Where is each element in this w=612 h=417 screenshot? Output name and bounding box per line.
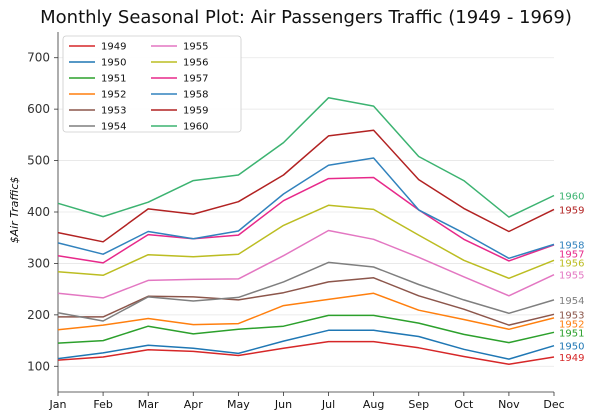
- end-label-1950: 1950: [559, 342, 584, 353]
- y-tick-label: 500: [27, 154, 50, 168]
- x-tick-label: Dec: [543, 398, 564, 411]
- legend-label-1958: 1958: [183, 90, 208, 101]
- x-tick-label: Nov: [498, 398, 520, 411]
- x-ticks: Jan Feb Mar Apr May Jun Jul Aug Sep Oct Nov Dec: [49, 392, 565, 411]
- series-line-1952: [57, 292, 555, 331]
- legend-label-1952: 1952: [101, 90, 126, 101]
- legend-frame: [62, 35, 242, 133]
- series-line-1953: [58, 277, 555, 326]
- series-line-1954: [57, 261, 555, 322]
- y-tick-label: 400: [27, 205, 50, 219]
- end-label-1955: 1955: [559, 271, 584, 282]
- end-label-1959: 1959: [559, 205, 584, 216]
- x-tick-label: Jan: [49, 398, 67, 411]
- y-tick-label: 600: [27, 102, 50, 116]
- end-label-1960: 1960: [559, 192, 584, 203]
- series-line-1959: [57, 129, 555, 243]
- legend-label-1957: 1957: [183, 74, 208, 85]
- end-label-1956: 1956: [559, 258, 584, 269]
- legend-label-1959: 1959: [183, 106, 208, 117]
- legend: 1949 1950 1951 1952 1953 1954 1955 1956 1957 1958…: [62, 35, 242, 133]
- legend-label-1956: 1956: [183, 58, 208, 69]
- y-tick-label: 100: [27, 359, 50, 373]
- legend-label-1953: 1953: [101, 106, 126, 117]
- series-line-1951: [57, 314, 555, 344]
- chart-title: Monthly Seasonal Plot: Air Passengers Tr…: [40, 7, 572, 28]
- end-label-1953: 1953: [559, 310, 584, 321]
- y-tick-label: 700: [27, 51, 50, 65]
- legend-label-1954: 1954: [101, 122, 126, 133]
- end-label-1949: 1949: [559, 353, 584, 364]
- x-tick-label: Oct: [454, 398, 474, 411]
- x-tick-label: Apr: [184, 398, 204, 411]
- y-ticks: 100 200 300 400 500 600 700: [27, 51, 58, 373]
- x-tick-label: Mar: [138, 398, 159, 411]
- end-label-1952: 1952: [559, 319, 584, 330]
- legend-label-1951: 1951: [101, 74, 126, 85]
- y-axis-label: $Air Traffic$: [8, 177, 21, 244]
- x-tick-label: May: [227, 398, 250, 411]
- series-line-1950: [57, 329, 555, 360]
- y-tick-label: 200: [27, 308, 50, 322]
- series-line-1958: [57, 157, 555, 260]
- legend-label-1949: 1949: [101, 42, 126, 53]
- x-tick-label: Feb: [93, 398, 112, 411]
- end-label-1954: 1954: [559, 296, 584, 307]
- series-line-1949: [57, 340, 555, 365]
- x-tick-label: Aug: [363, 398, 384, 411]
- series-lines: [57, 97, 555, 365]
- series-line-1955: [57, 229, 555, 299]
- legend-label-1960: 1960: [183, 122, 208, 133]
- x-tick-label: Sep: [408, 398, 429, 411]
- end-label-1958: 1958: [559, 240, 584, 251]
- x-tick-label: Jul: [321, 398, 335, 411]
- end-label-1951: 1951: [559, 328, 584, 339]
- series-line-1960: [57, 97, 555, 218]
- y-tick-label: 300: [27, 256, 50, 270]
- series-line-1957: [57, 176, 555, 264]
- legend-label-1950: 1950: [101, 58, 126, 69]
- end-label-1957: 1957: [559, 249, 584, 260]
- x-tick-label: Jun: [274, 398, 292, 411]
- legend-label-1955: 1955: [183, 42, 208, 53]
- series-line-1956: [57, 204, 555, 280]
